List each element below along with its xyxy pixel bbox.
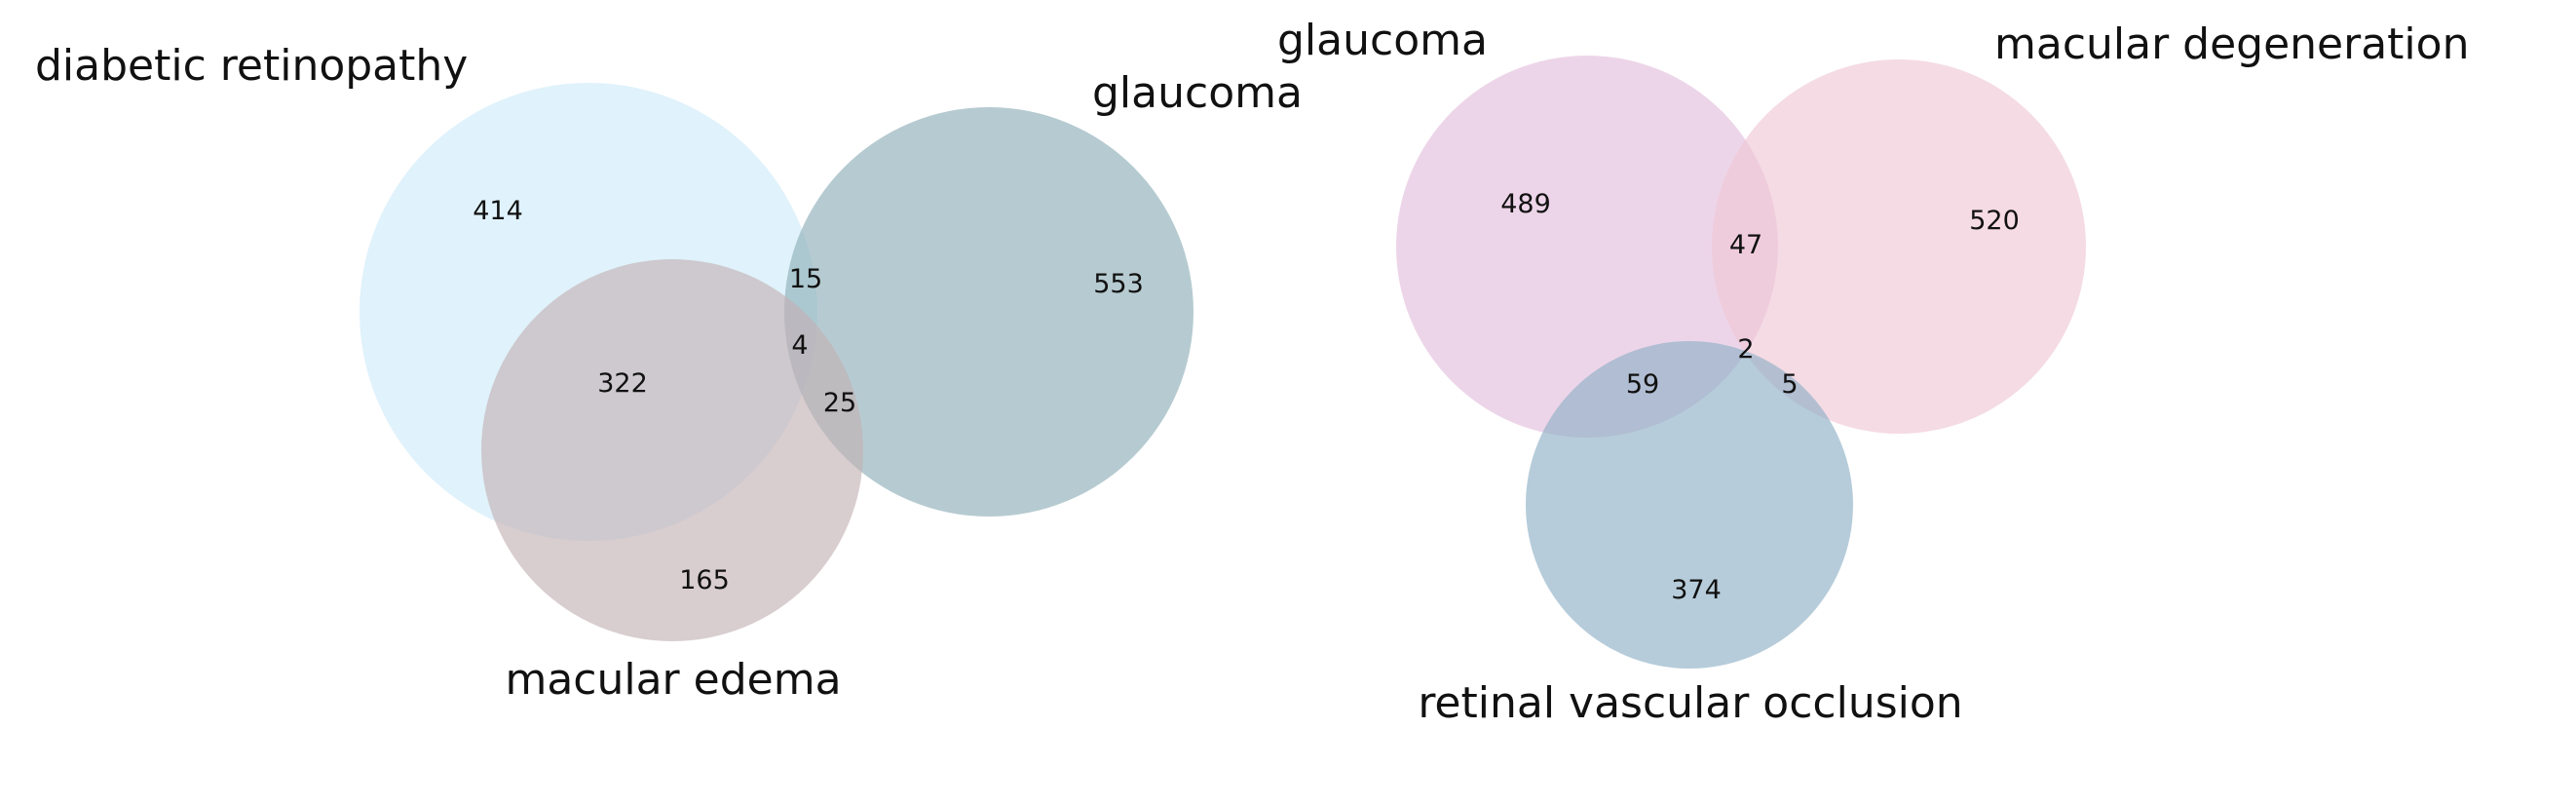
set-label-diabetic-retinopathy: diabetic retinopathy bbox=[35, 41, 468, 91]
set-label-macular-degeneration: macular degeneration bbox=[1994, 19, 2469, 69]
count-dr-only: 414 bbox=[473, 196, 523, 226]
count-glaucoma-md: 47 bbox=[1729, 230, 1762, 260]
venn-diagram-1: diabetic retinopathy glaucoma macular ed… bbox=[35, 41, 1303, 705]
count-glaucoma-rvo: 59 bbox=[1626, 369, 1659, 400]
count-dr-me: 322 bbox=[597, 368, 648, 399]
set-label-glaucoma-1: glaucoma bbox=[1092, 68, 1303, 118]
count-all-three-2: 2 bbox=[1737, 334, 1754, 364]
count-rvo-only: 374 bbox=[1671, 575, 1722, 605]
circle-glaucoma bbox=[784, 107, 1193, 517]
count-me-only: 165 bbox=[679, 565, 730, 595]
set-label-glaucoma-2: glaucoma bbox=[1277, 16, 1488, 65]
count-all-three-1: 4 bbox=[791, 330, 808, 361]
set-label-macular-edema: macular edema bbox=[505, 655, 841, 705]
count-dr-glaucoma: 15 bbox=[789, 264, 822, 294]
count-glaucoma-me: 25 bbox=[823, 388, 856, 418]
circle-retinal-vascular-occlusion bbox=[1526, 341, 1853, 669]
set-label-retinal-vascular-occlusion: retinal vascular occlusion bbox=[1418, 678, 1962, 728]
count-md-only: 520 bbox=[1969, 206, 2020, 236]
count-glaucoma-only-2: 489 bbox=[1500, 189, 1551, 219]
circle-macular-degeneration bbox=[1712, 59, 2086, 434]
circle-macular-edema bbox=[481, 259, 863, 641]
count-md-rvo: 5 bbox=[1781, 369, 1798, 400]
venn-diagram-2: glaucoma macular degeneration retinal va… bbox=[1277, 16, 2469, 728]
count-glaucoma-only-1: 553 bbox=[1093, 269, 1144, 299]
